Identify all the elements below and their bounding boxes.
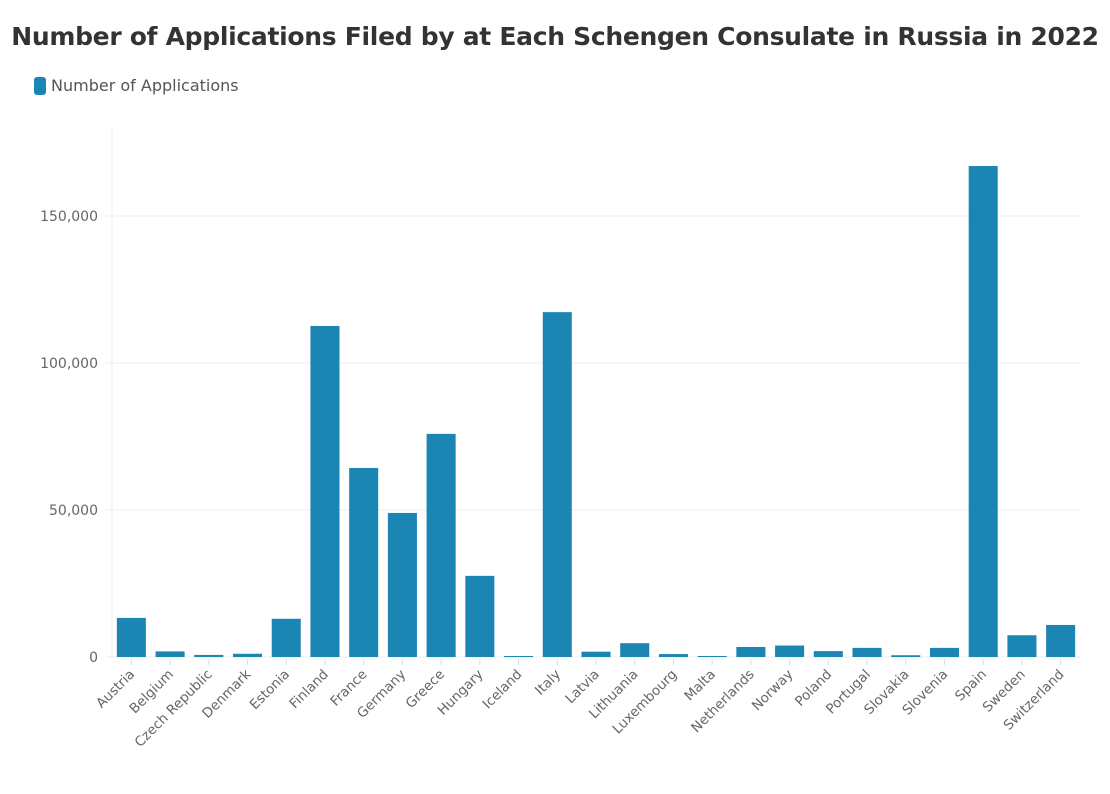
bar-luxembourg[interactable]: [658, 654, 688, 657]
bar-denmark[interactable]: [233, 653, 263, 657]
legend-swatch: [34, 76, 46, 95]
bar-finland[interactable]: [310, 325, 340, 657]
y-tick-label: 0: [89, 650, 98, 666]
bar-hungary[interactable]: [465, 575, 495, 657]
bar-slovenia[interactable]: [929, 647, 959, 657]
bar-norway[interactable]: [775, 645, 805, 657]
chart-title: Number of Applications Filed by at Each …: [11, 22, 1099, 51]
bar-italy[interactable]: [542, 312, 572, 657]
bar-poland[interactable]: [813, 651, 843, 657]
bar-iceland[interactable]: [504, 656, 534, 657]
gridlines: [106, 215, 1080, 658]
bar-slovakia[interactable]: [891, 655, 921, 657]
bar-czech-republic[interactable]: [194, 654, 224, 657]
y-tick-label: 100,000: [40, 356, 98, 372]
bar-lithuania[interactable]: [620, 643, 650, 657]
x-tick-label: Estonia: [247, 667, 293, 713]
bar-austria[interactable]: [116, 617, 146, 657]
bar-sweden[interactable]: [1007, 635, 1037, 657]
x-tick-label: Italy: [532, 667, 564, 699]
bar-france[interactable]: [349, 467, 379, 657]
y-axis: 0 50,000 100,000 150,000: [40, 128, 113, 666]
legend: Number of Applications: [34, 76, 239, 95]
x-tick-label: Norway: [749, 667, 797, 715]
bar-malta[interactable]: [697, 656, 727, 657]
bar-netherlands[interactable]: [736, 647, 766, 657]
y-tick-label: 50,000: [49, 503, 98, 519]
x-tick-label: Iceland: [480, 667, 526, 713]
bar-estonia[interactable]: [271, 618, 301, 657]
bar-latvia[interactable]: [581, 651, 611, 657]
bar-greece[interactable]: [426, 433, 456, 657]
bar-germany[interactable]: [387, 512, 417, 657]
y-tick-label: 150,000: [40, 209, 98, 225]
bar-belgium[interactable]: [155, 651, 185, 657]
x-tick-label: Finland: [286, 667, 331, 712]
bar-spain[interactable]: [968, 166, 998, 657]
bars: [116, 166, 1076, 657]
legend-label: Number of Applications: [51, 76, 239, 95]
bar-portugal[interactable]: [852, 647, 882, 657]
bar-switzerland[interactable]: [1046, 624, 1076, 657]
